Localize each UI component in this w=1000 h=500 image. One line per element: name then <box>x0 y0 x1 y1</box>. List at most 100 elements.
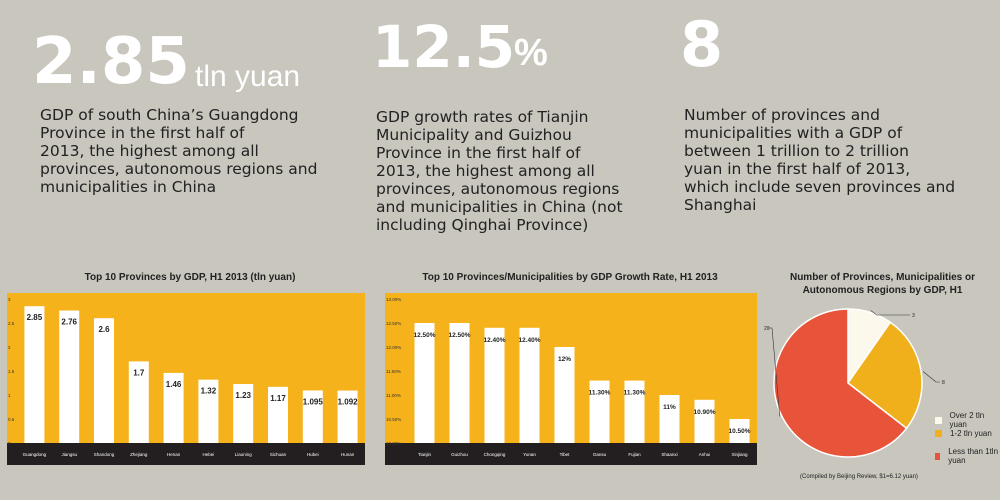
gdp-bar-chart: 0 0.5 1 1.5 2 2.5 3 2.85 Guangdong 2.76 Jiangsu 2.6… <box>7 293 365 465</box>
gdp-data-label: 1.46 <box>166 380 182 389</box>
legend-item-less-1: Less than 1tln yuan <box>935 447 1000 465</box>
growth-data-label: 12.40% <box>483 337 505 344</box>
gdp-bar <box>337 390 358 443</box>
growth-x-tick: Fujian <box>628 452 641 457</box>
regions-pie-chart: 3 8 20 <box>764 308 945 458</box>
stat-2-description: GDP growth rates of Tianjin Municipality … <box>376 108 623 234</box>
growth-axis-band <box>385 443 757 465</box>
growth-data-label: 12.40% <box>518 337 540 344</box>
growth-x-tick: Gansu <box>593 452 607 457</box>
pie-value-label: 3 <box>912 313 915 319</box>
gdp-x-tick: Jiangsu <box>61 452 77 457</box>
growth-bar <box>659 395 680 443</box>
legend-label: 1-2 tln yuan <box>950 429 992 438</box>
pie-slice <box>846 321 923 430</box>
legend-label: Over 2 tln yuan <box>949 411 985 429</box>
growth-y-tick: 10.50% <box>386 417 401 422</box>
legend-label: Less than 1tln yuan <box>948 447 999 465</box>
growth-data-label: 12.50% <box>413 332 435 339</box>
legend-swatch <box>935 416 942 424</box>
gdp-bar <box>198 379 219 443</box>
growth-x-tick: Chongqing <box>484 452 506 457</box>
gdp-data-label: 2.85 <box>27 313 43 322</box>
gdp-bar <box>24 306 45 443</box>
growth-bar <box>729 419 750 443</box>
growth-bar <box>554 347 575 443</box>
pie-leader-line <box>922 371 940 383</box>
gdp-bar <box>268 386 288 443</box>
growth-x-tick: Anhui <box>699 452 711 457</box>
growth-data-label: 11% <box>663 404 676 411</box>
legend-item-1-2: 1-2 tln yuan <box>935 429 992 438</box>
gdp-y-tick: 1.5 <box>8 369 15 374</box>
gdp-data-label: 1.095 <box>303 397 324 406</box>
growth-bar <box>624 380 645 443</box>
gdp-bar <box>94 318 114 443</box>
growth-data-label: 12.50% <box>448 332 470 339</box>
chart-3-title: Number of Provinces, Municipalities or A… <box>789 272 976 296</box>
gdp-x-tick: Henan <box>167 452 181 457</box>
gdp-bar <box>128 361 149 443</box>
growth-x-tick: Yunan <box>523 452 536 457</box>
stat-2-unit: % <box>514 32 548 74</box>
gdp-y-tick: 1 <box>8 393 11 398</box>
legend-swatch <box>935 430 942 437</box>
gdp-x-tick: Hubei <box>307 452 319 457</box>
gdp-data-label: 1.17 <box>270 394 286 403</box>
stat-1-unit: tln yuan <box>195 60 301 93</box>
gdp-y-tick: 0.5 <box>8 417 15 422</box>
gdp-x-tick: Liaoning <box>235 452 253 457</box>
gdp-data-label: 1.092 <box>338 398 359 407</box>
gdp-axis-band <box>7 443 365 465</box>
gdp-bar <box>302 390 323 443</box>
gdp-x-tick: Guangdong <box>23 452 47 457</box>
gdp-x-tick: Shandong <box>94 452 115 457</box>
legend-swatch <box>935 452 941 460</box>
stat-1-value: 2.85 <box>32 25 190 99</box>
growth-data-label: 11.30% <box>624 390 646 397</box>
growth-x-tick: Tibet <box>560 452 571 457</box>
growth-bar <box>589 380 610 443</box>
chart-2-title: Top 10 Provinces/Municipalities by GDP G… <box>422 272 718 283</box>
gdp-data-label: 2.6 <box>98 325 110 334</box>
gdp-data-label: 1.23 <box>235 391 251 400</box>
pie-leader-line <box>870 310 910 316</box>
gdp-data-label: 1.7 <box>133 368 145 377</box>
growth-y-tick: 10.00% <box>386 441 401 446</box>
growth-data-label: 12% <box>558 356 571 363</box>
growth-y-tick: 12.00% <box>386 345 401 350</box>
gdp-y-tick: 2.5 <box>8 321 15 326</box>
growth-x-tick: Guizhou <box>451 452 468 457</box>
gdp-y-tick: 3 <box>8 297 11 302</box>
gdp-x-tick: Sichuan <box>270 452 287 457</box>
stat-3-value: 8 <box>680 8 724 81</box>
gdp-bar <box>59 310 80 443</box>
pie-slice <box>773 308 908 458</box>
growth-y-tick: 12.50% <box>386 321 401 326</box>
growth-x-tick: Shaanxi <box>661 452 677 457</box>
gdp-x-tick: Hebei <box>203 452 215 457</box>
growth-y-tick: 11.50% <box>386 369 401 374</box>
growth-y-tick: 13.00% <box>386 297 401 302</box>
stat-3-description: Number of provinces and municipalities wi… <box>684 106 956 214</box>
gdp-bar <box>163 372 184 443</box>
growth-bar <box>519 327 540 443</box>
chart-footnote: (Compiled by Beijing Review, $1=6.12 yua… <box>800 474 918 480</box>
legend-item-over-2: Over 2 tln yuan <box>935 411 1000 429</box>
gdp-data-label: 1.32 <box>201 387 217 396</box>
growth-bar <box>414 323 435 443</box>
gdp-x-tick: Zhejiang <box>130 452 148 457</box>
chart-1-title: Top 10 Provinces by GDP, H1 2013 (tln yu… <box>84 272 296 283</box>
growth-bar <box>484 327 505 443</box>
stat-2-value: 12.5 <box>372 13 516 81</box>
pie-value-label: 20 <box>764 326 770 332</box>
growth-data-label: 11.30% <box>589 390 611 397</box>
growth-bar <box>449 323 470 443</box>
growth-data-label: 10.50% <box>728 428 750 435</box>
gdp-y-tick: 2 <box>8 345 11 350</box>
pie-value-label: 8 <box>942 380 945 386</box>
growth-x-tick: Xinjiang <box>731 452 748 457</box>
growth-bar <box>694 399 715 443</box>
gdp-data-label: 2.76 <box>61 318 77 327</box>
pie-leader-line <box>768 327 781 417</box>
